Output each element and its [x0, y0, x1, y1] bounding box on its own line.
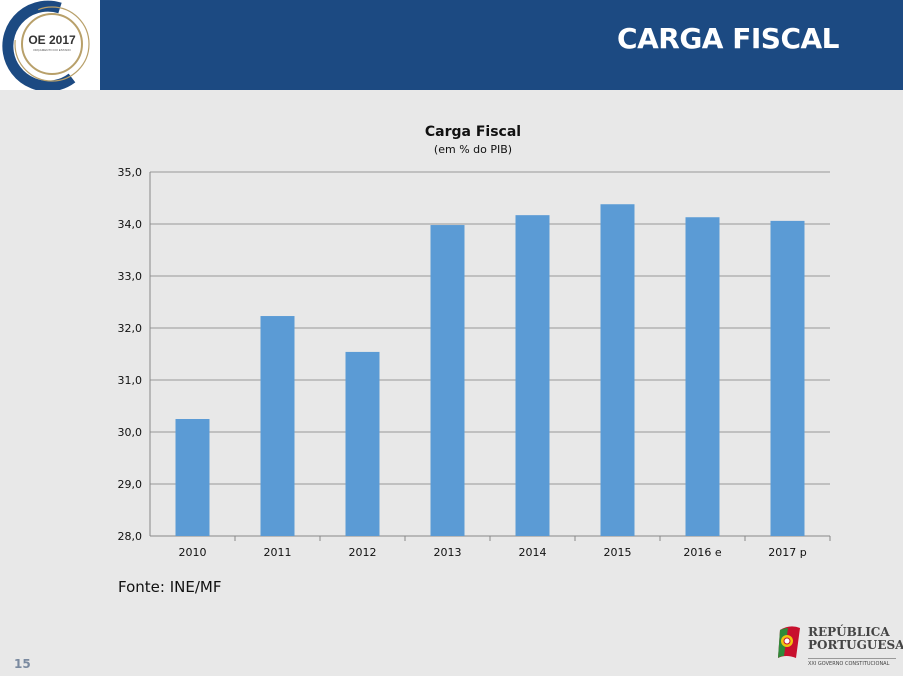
brand-line1: REPÚBLICA: [808, 625, 890, 639]
chart-subtitle: (em % do PIB): [434, 143, 512, 156]
oe2017-logo: OE 2017 ORÇAMENTO DO ESTADO: [0, 0, 100, 92]
source-note: Fonte: INE/MF: [118, 578, 222, 596]
y-tick-label: 32,0: [118, 322, 143, 335]
x-tick-label: 2015: [604, 546, 632, 559]
page-number: 15: [14, 657, 31, 671]
x-tick-label: 2012: [349, 546, 377, 559]
y-tick-label: 28,0: [118, 530, 143, 543]
bar: [175, 419, 210, 536]
flag-emblem-icon: [778, 626, 800, 658]
bar: [685, 217, 720, 537]
y-tick-label: 30,0: [118, 426, 143, 439]
page-title: CARGA FISCAL: [617, 22, 839, 55]
x-tick-label: 2014: [519, 546, 547, 559]
bar: [770, 220, 805, 536]
y-tick-label: 33,0: [118, 270, 143, 283]
bar: [600, 204, 635, 537]
y-tick-label: 34,0: [118, 218, 143, 231]
brand-sub: XXI GOVERNO CONSTITUCIONAL: [808, 658, 896, 667]
chart-title: Carga Fiscal: [425, 124, 521, 140]
bar: [430, 225, 465, 537]
y-tick-label: 31,0: [118, 374, 143, 387]
bar: [260, 316, 295, 536]
bar: [345, 351, 380, 536]
y-tick-label: 29,0: [118, 478, 143, 491]
x-tick-label: 2017 p: [768, 546, 806, 559]
x-tick-label: 2011: [264, 546, 292, 559]
svg-text:OE 2017: OE 2017: [28, 33, 76, 47]
header-bar: [100, 0, 903, 90]
x-tick-label: 2013: [434, 546, 462, 559]
x-tick-label: 2010: [179, 546, 207, 559]
x-tick-label: 2016 e: [683, 546, 721, 559]
brand-line2: PORTUGUESA: [808, 638, 903, 652]
bar: [515, 215, 550, 536]
republica-portuguesa-logo: REPÚBLICA PORTUGUESA XXI GOVERNO CONSTITU…: [776, 624, 903, 670]
svg-text:ORÇAMENTO DO ESTADO: ORÇAMENTO DO ESTADO: [33, 48, 71, 52]
y-tick-label: 35,0: [118, 166, 143, 179]
